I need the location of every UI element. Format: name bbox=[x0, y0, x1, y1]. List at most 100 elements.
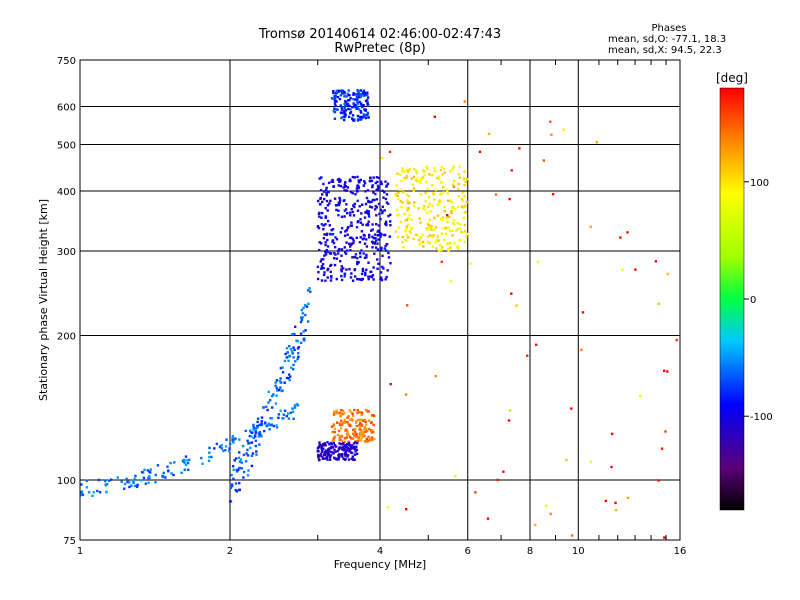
echo-point bbox=[363, 180, 366, 183]
echo-point bbox=[406, 209, 409, 212]
echo-point bbox=[344, 452, 347, 455]
echo-point bbox=[415, 233, 418, 236]
echo-point bbox=[365, 437, 368, 441]
echo-point bbox=[346, 430, 349, 433]
echo-point bbox=[316, 447, 320, 450]
echo-point bbox=[654, 260, 658, 263]
echo-point bbox=[224, 445, 228, 448]
echo-point bbox=[355, 419, 358, 423]
echo-point bbox=[317, 226, 321, 230]
echo-point bbox=[339, 104, 342, 107]
echo-point bbox=[295, 339, 298, 342]
echo-point bbox=[387, 214, 390, 218]
echo-point bbox=[339, 434, 342, 438]
echo-point bbox=[224, 449, 227, 452]
colorbar bbox=[719, 87, 745, 511]
echo-point bbox=[333, 263, 337, 267]
echo-point bbox=[242, 470, 246, 474]
echo-point bbox=[334, 253, 337, 256]
echo-point bbox=[304, 313, 307, 317]
echo-point bbox=[382, 196, 385, 199]
echo-point bbox=[412, 204, 416, 207]
echo-point bbox=[356, 175, 359, 179]
echo-point bbox=[326, 268, 329, 272]
echo-point bbox=[183, 461, 187, 465]
echo-point bbox=[371, 246, 374, 249]
echo-point bbox=[442, 186, 445, 189]
echo-point bbox=[412, 187, 416, 190]
echo-point bbox=[335, 409, 338, 412]
echo-point bbox=[318, 215, 321, 218]
echo-point bbox=[341, 453, 344, 456]
echo-point bbox=[376, 184, 380, 187]
echo-point bbox=[404, 393, 408, 396]
echo-point bbox=[389, 382, 392, 386]
echo-point bbox=[80, 483, 83, 486]
echo-point bbox=[324, 223, 327, 226]
echo-point bbox=[278, 379, 281, 383]
echo-point bbox=[320, 447, 323, 450]
colorbar-tick-label: 100 bbox=[750, 178, 769, 189]
echo-point bbox=[349, 112, 352, 115]
echo-point bbox=[220, 447, 224, 450]
echo-point bbox=[292, 363, 295, 367]
echo-point bbox=[387, 256, 391, 259]
echo-point bbox=[362, 184, 365, 187]
echo-point bbox=[343, 189, 346, 192]
echo-point bbox=[355, 421, 358, 424]
echo-point bbox=[344, 230, 347, 233]
echo-point bbox=[345, 436, 349, 439]
echo-point bbox=[486, 517, 490, 520]
echo-point bbox=[406, 304, 409, 307]
echo-point bbox=[367, 419, 371, 422]
echo-point bbox=[281, 417, 284, 420]
echo-point bbox=[246, 439, 249, 442]
echo-point bbox=[258, 443, 261, 446]
echo-point bbox=[346, 445, 349, 449]
echo-point bbox=[436, 203, 439, 206]
echo-point bbox=[358, 425, 362, 428]
echo-point bbox=[634, 268, 637, 271]
echo-point bbox=[334, 246, 337, 249]
echo-point bbox=[225, 438, 228, 441]
echo-point bbox=[336, 95, 340, 99]
echo-point bbox=[133, 484, 137, 488]
echo-point bbox=[377, 202, 381, 206]
echo-point bbox=[325, 249, 328, 252]
echo-point bbox=[297, 352, 300, 355]
echo-point bbox=[410, 177, 413, 180]
echo-point bbox=[400, 179, 403, 183]
echo-point bbox=[419, 181, 422, 184]
echo-point bbox=[401, 235, 405, 239]
echo-point bbox=[293, 406, 297, 409]
echo-point bbox=[478, 150, 482, 153]
echo-point bbox=[357, 418, 360, 422]
echo-point bbox=[371, 184, 374, 187]
echo-point bbox=[349, 447, 352, 450]
echo-point bbox=[354, 441, 357, 444]
echo-point bbox=[340, 226, 344, 230]
echo-point bbox=[343, 251, 347, 254]
echo-point bbox=[346, 447, 349, 450]
echo-point bbox=[356, 409, 359, 412]
echo-point bbox=[464, 205, 467, 208]
echo-point bbox=[354, 93, 357, 96]
echo-point bbox=[346, 212, 349, 215]
echo-point bbox=[437, 175, 440, 178]
echo-point bbox=[317, 453, 320, 457]
echo-point bbox=[348, 179, 351, 183]
echo-point bbox=[424, 208, 427, 211]
echo-point bbox=[201, 462, 204, 465]
echo-point bbox=[431, 204, 434, 207]
echo-point bbox=[108, 479, 111, 482]
echo-point bbox=[349, 249, 352, 252]
echo-point bbox=[571, 534, 574, 537]
echo-point bbox=[260, 420, 263, 423]
x-axis-label: Frequency [MHz] bbox=[334, 558, 426, 571]
echo-point bbox=[339, 184, 343, 188]
echo-point bbox=[228, 500, 232, 503]
echo-point bbox=[301, 316, 304, 319]
echo-point bbox=[249, 446, 252, 450]
echo-point bbox=[463, 223, 467, 227]
echo-point bbox=[357, 186, 361, 190]
